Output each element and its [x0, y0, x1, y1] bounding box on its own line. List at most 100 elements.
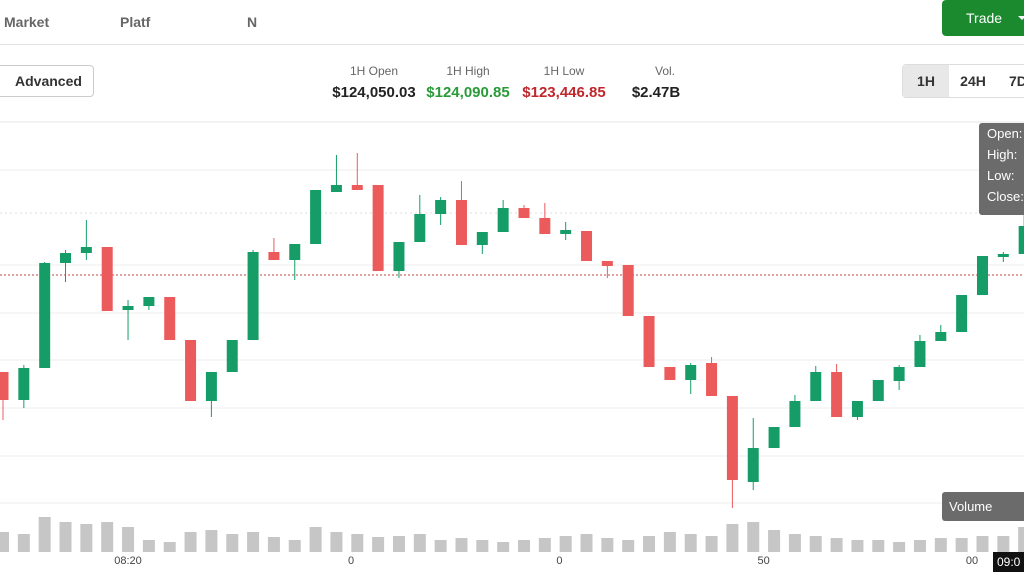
- volume-bar: [955, 538, 968, 552]
- timeframe-selector: 1H 24H 7D: [902, 64, 1024, 98]
- volume-bar: [705, 536, 718, 552]
- candle-body: [1018, 226, 1024, 254]
- candle-body: [497, 208, 509, 232]
- volume-bar: [226, 534, 239, 552]
- candle-body: [289, 244, 301, 260]
- nav-item[interactable]: Platf: [120, 14, 151, 30]
- timeframe-button[interactable]: 1H: [903, 65, 949, 97]
- candle-body: [268, 252, 280, 260]
- stat-value: $2.47B: [631, 84, 681, 101]
- candle-body: [956, 295, 968, 332]
- stat-value: $124,090.85: [426, 84, 510, 101]
- candle-body: [601, 261, 613, 266]
- nav-item[interactable]: Market: [4, 14, 50, 30]
- candle-body: [789, 401, 801, 427]
- volume-bar: [163, 542, 176, 552]
- volume-bar: [184, 532, 197, 552]
- volume-bar: [392, 536, 405, 552]
- volume-bar: [893, 542, 906, 552]
- candle-body: [914, 341, 926, 367]
- volume-bar: [434, 540, 447, 552]
- volume-bar: [768, 530, 781, 552]
- stat-label: 1H High: [446, 64, 490, 78]
- volume-bar: [309, 527, 322, 552]
- ohlc-tooltip: Open: High: Low: Close:: [979, 123, 1024, 215]
- candle-body: [768, 427, 780, 448]
- candle-body: [351, 185, 363, 190]
- x-tick-label: 50: [758, 555, 770, 567]
- volume-bar: [247, 532, 260, 552]
- candle-body: [622, 265, 634, 316]
- candle-body: [39, 263, 51, 368]
- volume-bar: [809, 536, 822, 552]
- candle-body: [539, 218, 551, 234]
- volume-bar: [872, 540, 885, 552]
- volume-bar: [913, 540, 926, 552]
- timeframe-button[interactable]: 24H: [960, 73, 986, 89]
- time-badge: 09:0: [993, 552, 1024, 572]
- volume-badge: Volume: [942, 492, 1024, 521]
- candle-body: [185, 340, 197, 401]
- candle-body: [393, 242, 405, 271]
- x-tick-label: 08:20: [114, 555, 142, 567]
- volume-bar: [1018, 527, 1024, 552]
- candle-body: [455, 200, 467, 245]
- volume-bar: [267, 537, 280, 552]
- tooltip-label: Close:: [987, 189, 1024, 204]
- candle-body: [60, 253, 72, 263]
- volume-bar: [663, 532, 676, 552]
- candle-body: [935, 332, 947, 341]
- candle-body: [851, 401, 863, 417]
- candle-body: [330, 185, 342, 192]
- candle-body: [80, 247, 92, 253]
- volume-bar: [976, 536, 989, 552]
- tooltip-label: Open:: [987, 126, 1023, 141]
- volume-bar: [538, 538, 551, 552]
- volume-bar: [413, 534, 426, 552]
- volume-bar: [851, 540, 864, 552]
- volume-bar: [997, 536, 1010, 552]
- candle-body: [226, 340, 238, 372]
- candle-body: [143, 297, 155, 306]
- volume-bar: [726, 524, 739, 552]
- candle-body: [435, 200, 447, 214]
- volume-bar: [330, 532, 343, 552]
- trade-button[interactable]: Trade: [942, 0, 1024, 36]
- volume-bar: [372, 537, 385, 552]
- candle-body: [726, 396, 738, 480]
- stat-label: 1H Open: [349, 64, 399, 78]
- tooltip-label: Low:: [987, 168, 1015, 183]
- candle-body: [706, 363, 718, 396]
- x-tick-label: 00: [966, 555, 978, 567]
- candle-body: [164, 297, 176, 340]
- candle-body: [664, 367, 676, 380]
- volume-bar: [59, 522, 72, 552]
- volume-bar: [17, 534, 30, 552]
- volume-bar: [497, 542, 510, 552]
- volume-bar: [518, 540, 530, 552]
- volume-bar: [559, 536, 572, 552]
- stat-value: $123,446.85: [522, 84, 606, 101]
- volume-bar: [0, 532, 9, 552]
- volume-bar: [788, 534, 801, 552]
- candle-body: [685, 365, 697, 380]
- candle-body: [893, 367, 905, 381]
- volume-bar: [580, 534, 593, 552]
- stat-value: $124,050.03: [332, 84, 416, 101]
- top-bar: Market Platf N Trade: [0, 0, 1024, 45]
- candle-body: [560, 230, 572, 234]
- stat-label: 1H Low: [543, 64, 585, 78]
- volume-bar: [80, 524, 93, 552]
- advanced-button[interactable]: Advanced: [0, 65, 94, 97]
- candle-body: [810, 372, 822, 401]
- candle-body: [372, 185, 384, 271]
- candle-body: [747, 448, 759, 482]
- volume-bar: [142, 540, 155, 552]
- nav-item[interactable]: N: [247, 14, 258, 30]
- candle-body: [101, 247, 113, 311]
- candle-body: [831, 372, 843, 417]
- candle-body: [643, 316, 655, 367]
- timeframe-button[interactable]: 7D: [1009, 73, 1024, 89]
